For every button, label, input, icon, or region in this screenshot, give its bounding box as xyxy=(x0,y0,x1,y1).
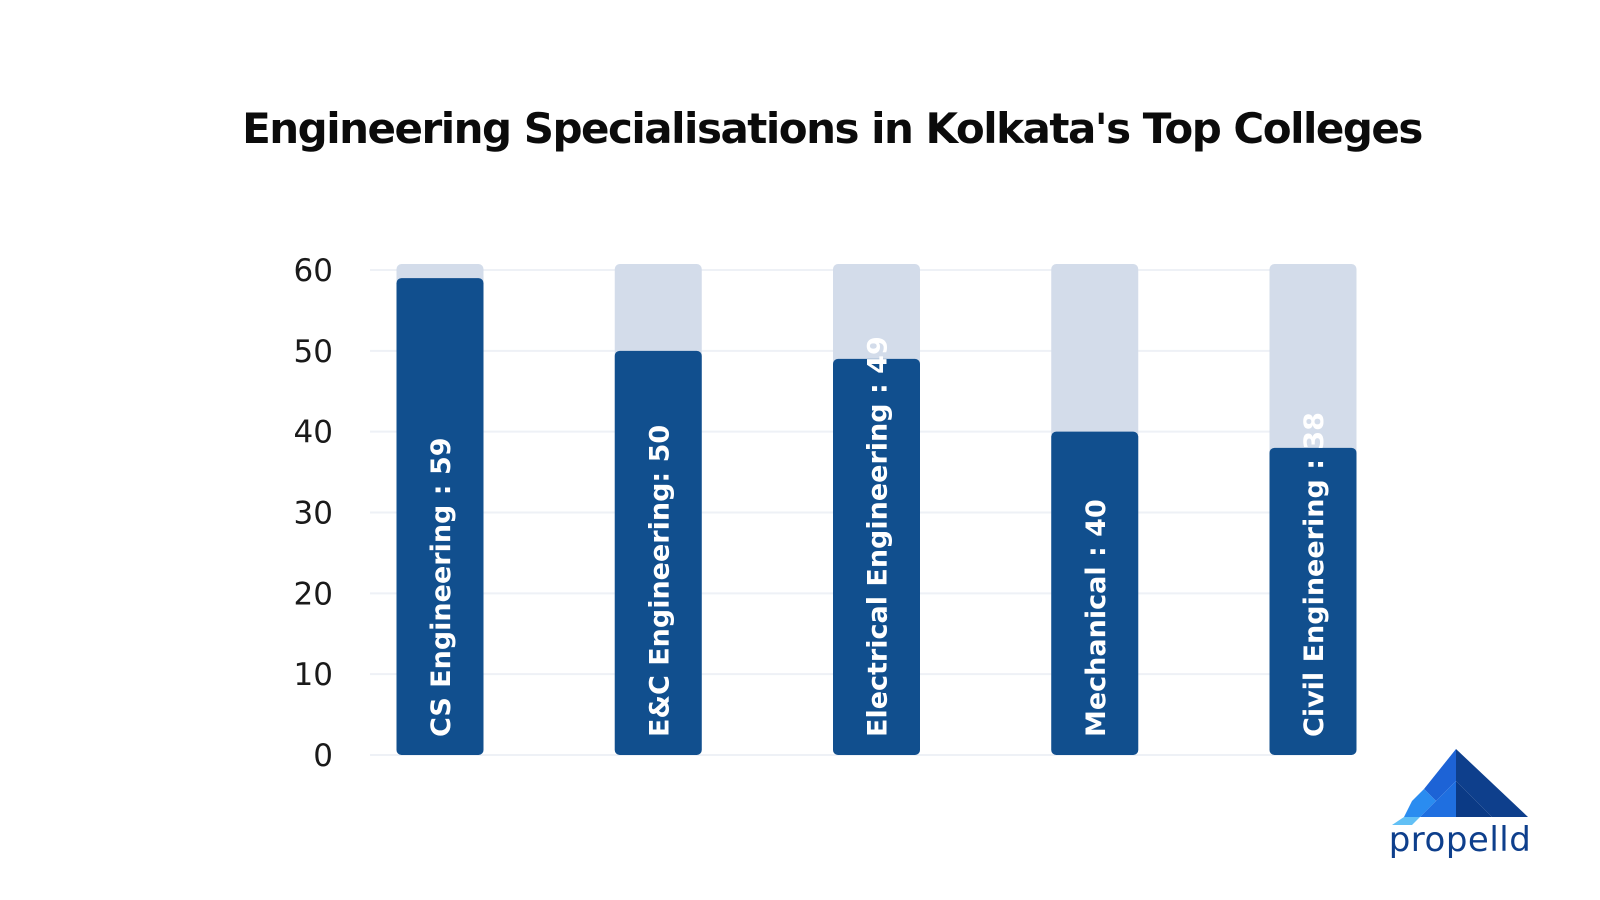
bar-label: Civil Engineering : 38 xyxy=(1299,412,1330,737)
bar xyxy=(1051,431,1139,755)
y-tick-label: 50 xyxy=(294,334,333,370)
y-tick-label: 10 xyxy=(294,657,333,693)
bar xyxy=(614,350,702,755)
y-tick-label: 0 xyxy=(313,738,333,774)
bar-label: Mechanical : 40 xyxy=(1081,499,1112,737)
propelld-logo-text: propelld xyxy=(1388,820,1532,860)
bar-label: E&C Engineering: 50 xyxy=(644,425,675,737)
y-tick-label: 40 xyxy=(294,415,333,451)
bar-label: Electrical Engineering : 49 xyxy=(863,336,894,737)
y-tick-label: 30 xyxy=(294,496,333,532)
bars xyxy=(396,264,1357,755)
y-axis-ticks: 0 10 20 30 40 50 60 xyxy=(294,253,333,774)
y-tick-label: 20 xyxy=(294,576,333,612)
bar xyxy=(1269,447,1357,755)
propelld-logo-icon xyxy=(1392,749,1528,825)
bar xyxy=(396,278,484,755)
bar-label: CS Engineering : 59 xyxy=(426,437,457,737)
chart-title: Engineering Specialisations in Kolkata's… xyxy=(242,104,1423,153)
y-tick-label: 60 xyxy=(294,253,333,289)
bar xyxy=(833,358,920,755)
bar-labels: CS Engineering : 59 E&C Engineering: 50 El… xyxy=(426,336,1330,737)
